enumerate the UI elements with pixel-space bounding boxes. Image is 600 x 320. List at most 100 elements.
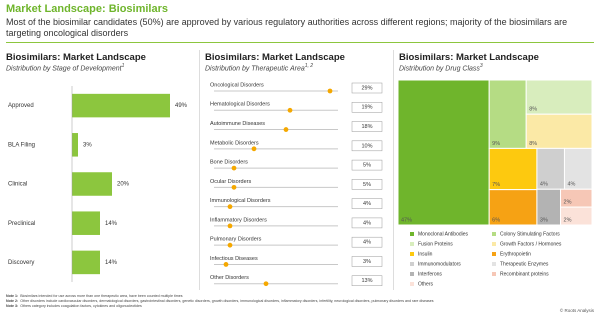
value-box: [351, 256, 383, 267]
chart-title: Biosimilars: Market Landscape: [205, 52, 345, 63]
dot: [327, 88, 333, 94]
treemap-cell: [560, 206, 593, 226]
notes: Note 1: Biosimilars intended for use acro…: [6, 294, 566, 308]
panel-header: Biosimilars: Market Landscape Distributi…: [6, 52, 146, 72]
value-box: [351, 102, 383, 113]
legend-swatch: [410, 242, 414, 246]
chart-subtitle: Distribution by Therapeutic Area1, 2: [205, 63, 345, 72]
chart-title: Biosimilars: Market Landscape: [399, 52, 539, 63]
treemap-cell: [488, 147, 538, 191]
subtitle-note: 1, 2: [304, 63, 314, 69]
value-label: 47%: [401, 217, 412, 223]
note-label: Note 1:: [6, 294, 19, 298]
category-label: Oncological Disorders: [210, 82, 264, 88]
value-box: [351, 140, 383, 152]
legend-swatch: [492, 272, 496, 276]
legend-label: Insulin: [418, 251, 433, 257]
subtitle-text: Distribution by Drug Class: [399, 65, 480, 73]
value-label: 9%: [492, 141, 500, 147]
note: Note 2: Other disorders include cardiovas…: [6, 299, 566, 304]
legend-label: Interferons: [418, 271, 442, 277]
value-label: 7%: [492, 182, 500, 188]
category-label: Immunological Disorders: [210, 198, 271, 204]
bar: [72, 211, 100, 235]
value-box: [351, 217, 383, 229]
dot: [231, 184, 237, 190]
subtitle-note: 1: [121, 63, 125, 69]
value-label: 2%: [564, 200, 572, 206]
dot: [251, 146, 257, 152]
dot: [227, 242, 233, 248]
value-label: 8%: [529, 141, 537, 147]
dot: [287, 107, 293, 113]
dot: [227, 223, 233, 229]
value-box: [351, 82, 383, 94]
value-label: 18%: [361, 124, 372, 130]
note-label: Note 2:: [6, 298, 19, 303]
divider: [199, 50, 200, 290]
legend-label: Others: [418, 281, 434, 287]
value-label: 13%: [361, 278, 372, 284]
value-label: 4%: [567, 182, 575, 188]
note: Note 3: Others category includes coagulat…: [6, 304, 566, 309]
category-label: Approved: [8, 103, 34, 109]
treemap-cell: [488, 79, 527, 149]
note-label: Note 3:: [6, 303, 19, 308]
category-label: Inflammatory Disorders: [210, 217, 267, 223]
chart-subtitle: Distribution by Stage of Development1: [6, 63, 146, 72]
category-label: BLA Filing: [8, 142, 35, 148]
legend-swatch: [410, 282, 414, 286]
value-label: 4%: [363, 220, 371, 226]
category-label: Bone Disorders: [210, 160, 248, 166]
subtitle-note: 3: [479, 63, 483, 69]
panel-header: Biosimilars: Market Landscape Distributi…: [205, 52, 345, 72]
legend-swatch: [410, 252, 414, 256]
category-label: Ocular Disorders: [210, 179, 252, 185]
category-label: Hematological Disorders: [210, 102, 270, 108]
category-label: Other Disorders: [210, 275, 249, 281]
value-box: [351, 121, 383, 132]
panel-header: Biosimilars: Market Landscape Distributi…: [399, 52, 539, 72]
chart-canvas: Approved 49% BLA Filing 3% Clinical 20% Precli…: [8, 79, 593, 287]
value-label: 4%: [363, 201, 371, 207]
bar: [72, 133, 78, 157]
bar: [72, 93, 170, 118]
value-label: 14%: [105, 221, 118, 227]
legend-label: Recombinant proteins: [500, 271, 549, 277]
value-label: 4%: [540, 182, 548, 188]
value-box: [351, 275, 383, 286]
legend-label: Immunomodulators: [418, 261, 461, 267]
page-subtitle: Most of the biosimilar candidates (50%) …: [6, 17, 568, 38]
value-label: 2%: [564, 217, 572, 223]
dot: [231, 165, 237, 171]
legend-label: Erythropoietin: [500, 251, 531, 257]
page-title: Market Landscape: Biosimilars: [6, 3, 169, 15]
subtitle-text: Distribution by Stage of Development: [6, 65, 122, 73]
value-label: 10%: [361, 143, 372, 149]
legend-label: Therapeutic Enzymes: [500, 261, 549, 267]
note-text: Others category includes coagulation fac…: [20, 303, 142, 308]
legend-swatch: [492, 252, 496, 256]
legend-swatch: [410, 272, 414, 276]
legend-swatch: [410, 232, 414, 236]
divider: [6, 42, 594, 43]
category-label: Autoimmune Diseases: [210, 121, 265, 127]
legend-swatch: [492, 262, 496, 266]
treemap-cell: [563, 147, 593, 190]
legend-label: Growth Factors / Hormones: [500, 241, 562, 247]
category-label: Discovery: [8, 260, 34, 266]
value-label: 19%: [361, 105, 372, 111]
chart-title: Biosimilars: Market Landscape: [6, 52, 146, 63]
value-box: [351, 159, 383, 171]
legend-label: Monoclonal Antibodies: [418, 231, 469, 237]
note-text: Other disorders include cardiovascular d…: [20, 298, 434, 303]
category-label: Infectious Diseases: [210, 256, 258, 262]
note-text: Biosimilars intended for use across more…: [20, 294, 183, 298]
value-label: 14%: [105, 260, 118, 266]
category-label: Preclinical: [8, 221, 35, 227]
treemap-cell: [397, 79, 490, 226]
value-label: 3%: [540, 217, 548, 223]
value-label: 5%: [363, 163, 371, 169]
value-label: 8%: [529, 107, 537, 113]
divider: [393, 50, 394, 290]
